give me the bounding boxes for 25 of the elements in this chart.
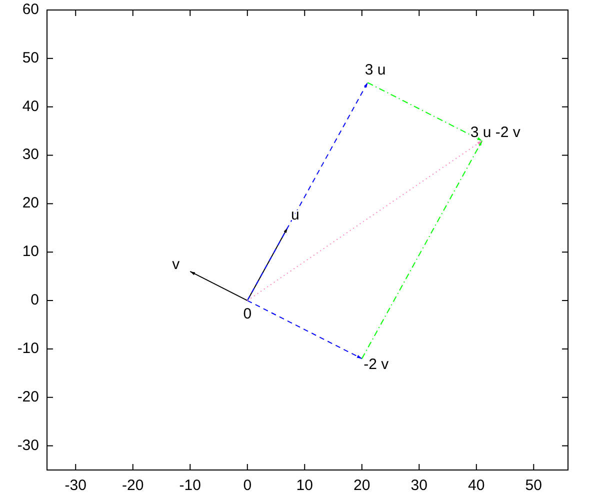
x-tick-label: 40 (468, 477, 485, 494)
annotation: 0 (243, 305, 252, 322)
x-tick-label: -30 (64, 477, 86, 494)
y-tick-label: 50 (22, 49, 39, 66)
annotation: v (172, 256, 180, 274)
annotation: u (291, 206, 300, 224)
y-tick-label: 60 (22, 0, 39, 18)
x-tick-label: 30 (410, 477, 428, 494)
y-tick-label: 20 (22, 194, 39, 212)
y-tick-label: -20 (17, 388, 39, 406)
annotation: -2 v (364, 356, 390, 373)
x-tick-label: -10 (179, 477, 201, 494)
y-tick-label: -30 (17, 436, 39, 454)
y-tick-label: -10 (17, 340, 39, 357)
x-tick-label: -20 (122, 477, 144, 494)
annotation: 3 u -2 v (470, 124, 521, 141)
x-tick-label: 10 (296, 477, 313, 494)
annotation: 3 u (364, 61, 386, 78)
x-tick-label: 0 (243, 477, 252, 494)
x-tick-label: 50 (525, 477, 542, 494)
y-tick-label: 0 (30, 291, 39, 308)
y-tick-label: 30 (22, 146, 39, 164)
y-tick-label: 40 (22, 98, 39, 115)
y-tick-label: 10 (22, 243, 39, 260)
x-tick-label: 20 (354, 477, 370, 494)
